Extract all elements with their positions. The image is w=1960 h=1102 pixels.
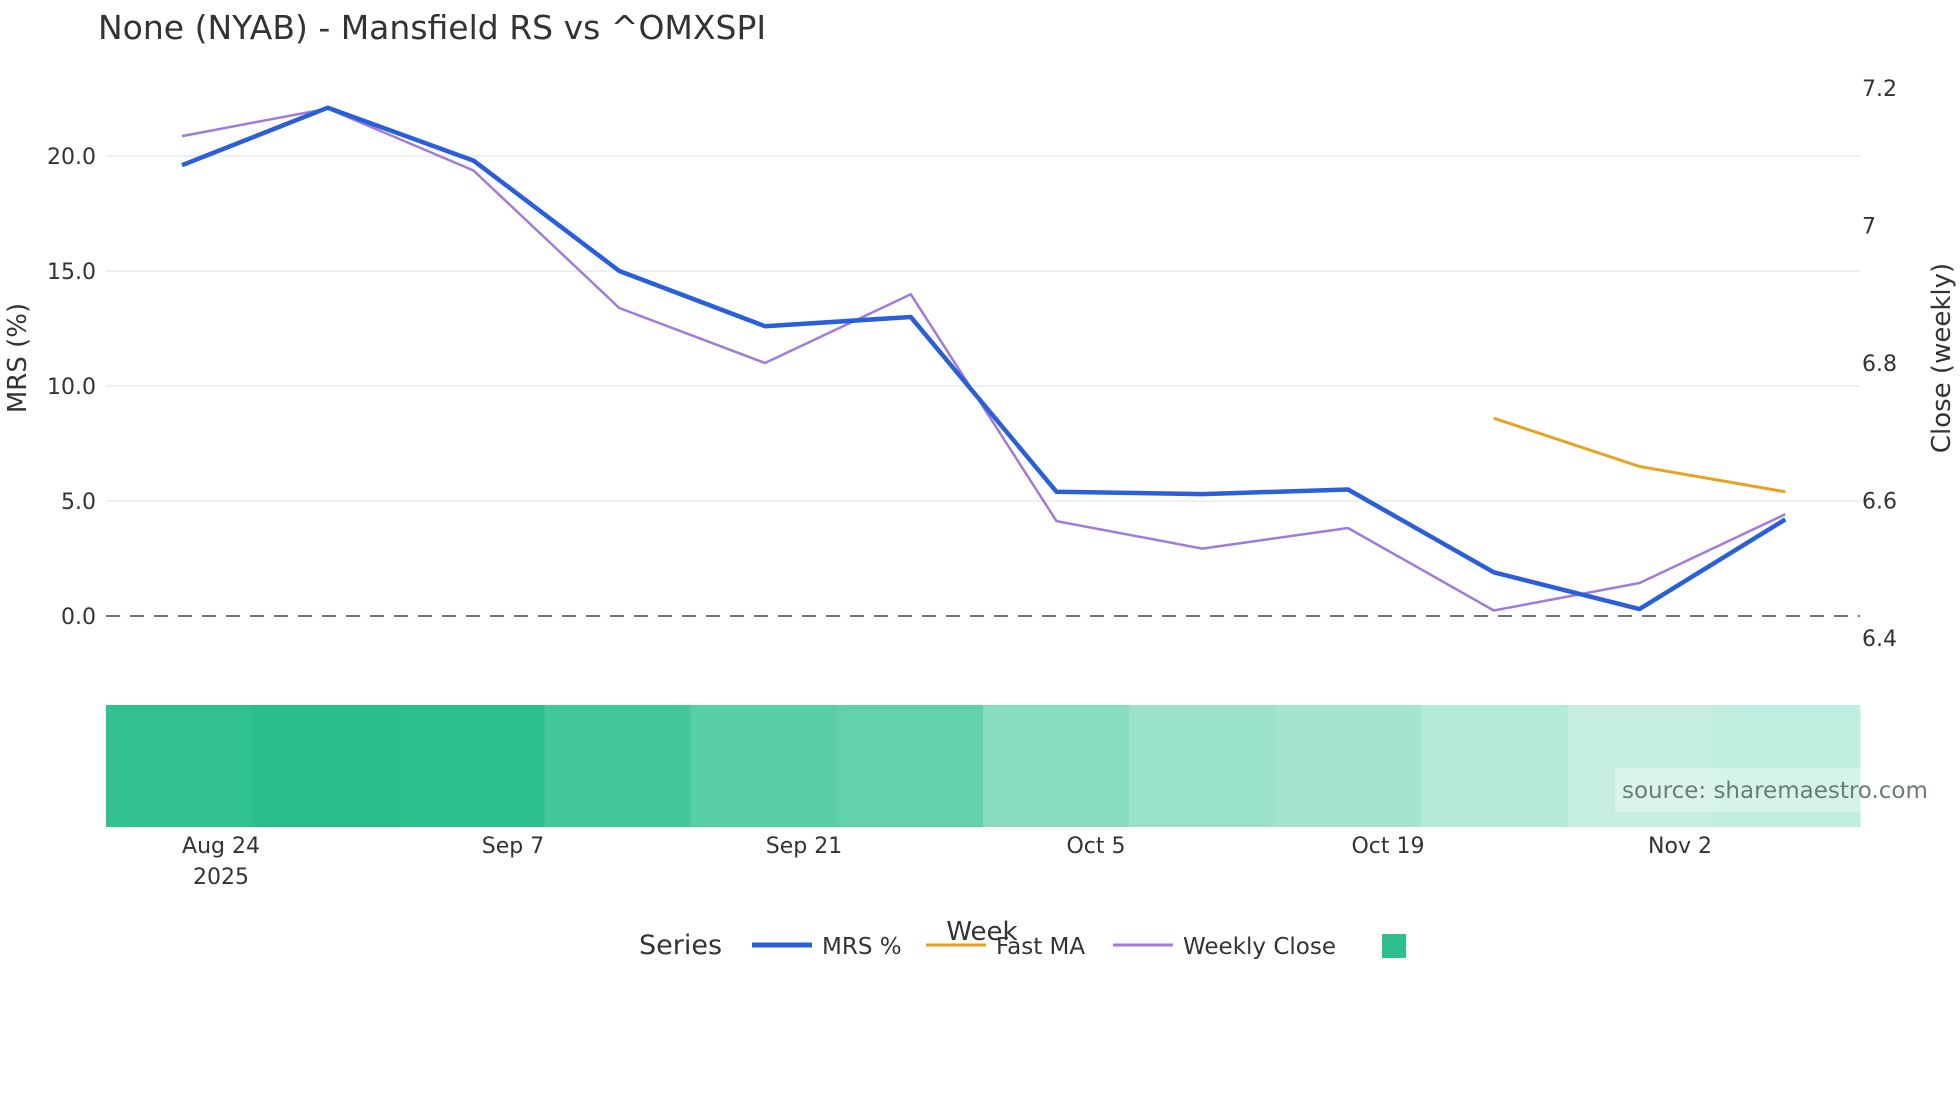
heatmap-strip [106, 705, 1861, 827]
heatmap-cell [252, 705, 399, 827]
right-tick-label: 6.4 [1862, 627, 1897, 652]
left-tick-label: 5.0 [61, 490, 96, 515]
legend-item-fast-ma[interactable]: Fast MA [926, 934, 1085, 960]
x-tick-label: Aug 24 [182, 834, 260, 859]
heatmap-cell [1567, 705, 1715, 827]
legend-label-mrs: MRS % [822, 934, 902, 960]
heatmap-cell [983, 705, 1130, 827]
legend-item-weekly-close[interactable]: Weekly Close [1113, 934, 1336, 960]
heatmap-cell [398, 705, 545, 827]
x-tick-label: Sep 7 [482, 834, 544, 859]
right-tick-label: 7 [1862, 215, 1876, 240]
x-tick-label: Oct 5 [1066, 834, 1125, 859]
x-tick-label: Oct 19 [1351, 834, 1424, 859]
left-tick-label: 0.0 [61, 605, 96, 630]
heatmap-cell [106, 705, 253, 827]
right-axis-title: Close (weekly) [1927, 263, 1957, 453]
left-tick-label: 15.0 [47, 260, 96, 285]
heatmap-cell [1713, 705, 1861, 827]
plot-lines [181, 105, 1787, 612]
series-line-weekly-close [181, 107, 1786, 612]
left-tick-label: 10.0 [47, 375, 96, 400]
x-axis-title: Week [946, 917, 1017, 947]
left-axis-title: MRS (%) [3, 303, 33, 413]
series-line-mrs- [181, 105, 1787, 612]
right-axis-ticks: 7.2 7 6.8 6.6 6.4 [1862, 77, 1897, 652]
heatmap-cell [690, 705, 838, 827]
legend-label-fast-ma: Fast MA [996, 934, 1085, 960]
series-line-fast-ma [1493, 416, 1786, 494]
x-year-label: 2025 [193, 865, 249, 890]
right-tick-label: 6.6 [1862, 490, 1897, 515]
heatmap-cell [1421, 705, 1569, 827]
left-tick-label: 20.0 [47, 145, 96, 170]
heatmap-cell [1129, 705, 1276, 827]
legend-title: Series [639, 930, 722, 961]
legend-item-heatmap[interactable] [1382, 934, 1406, 958]
chart-title: None (NYAB) - Mansfield RS vs ^OMXSPI [98, 8, 767, 47]
right-tick-label: 6.8 [1862, 352, 1897, 377]
heatmap-cell [1275, 705, 1422, 827]
legend-label-weekly-close: Weekly Close [1183, 934, 1336, 960]
right-tick-label: 7.2 [1862, 77, 1897, 102]
source-bg [1615, 768, 1945, 812]
legend-item-mrs[interactable]: MRS % [752, 934, 902, 960]
legend-swatch-heatmap [1382, 934, 1406, 958]
source-annotation: source: sharemaestro.com [1622, 778, 1928, 804]
x-axis-ticks: Aug 24 Sep 7 Sep 21 Oct 5 Oct 19 Nov 2 2025 [182, 834, 1712, 890]
x-tick-label: Nov 2 [1648, 834, 1712, 859]
gridlines [106, 155, 1860, 617]
legend: Series MRS % Fast MA Weekly Close [639, 930, 1406, 961]
heatmap-cell [836, 705, 984, 827]
heatmap-cell [544, 705, 692, 827]
left-axis-ticks: 20.0 15.0 10.0 5.0 0.0 [47, 145, 96, 630]
x-tick-label: Sep 21 [766, 834, 842, 859]
